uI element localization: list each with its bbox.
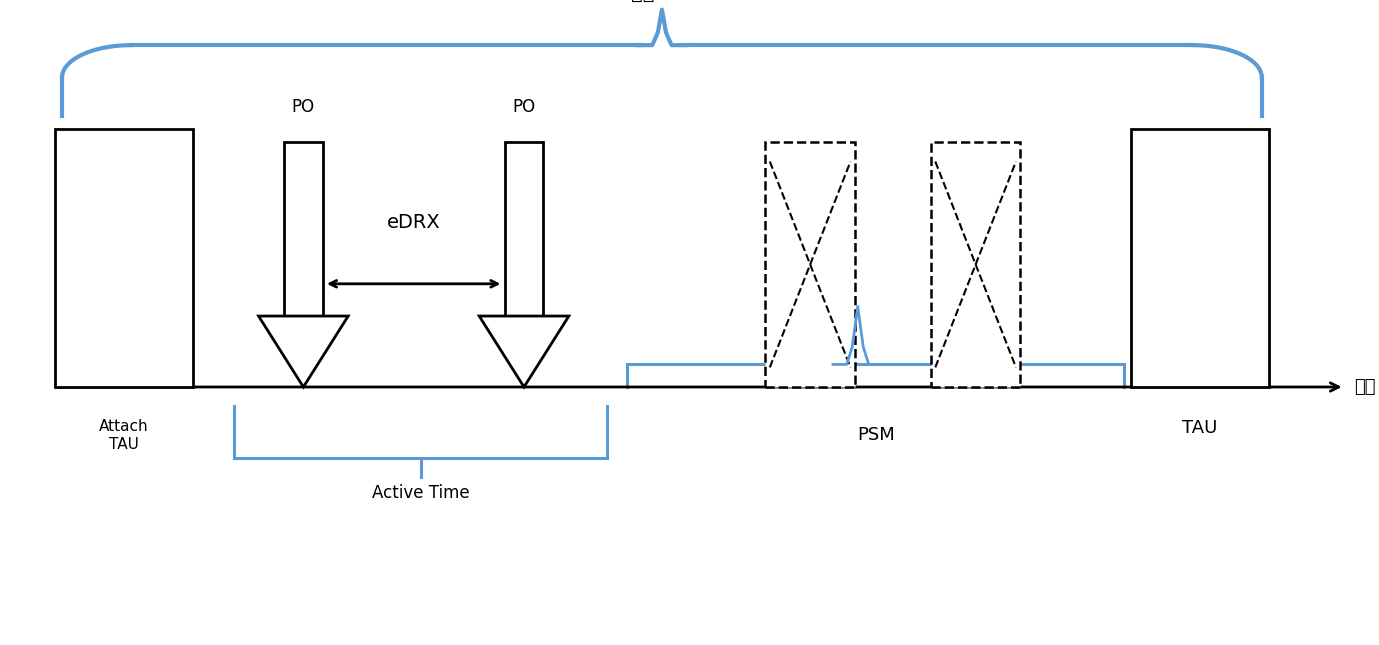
Polygon shape: [284, 142, 323, 316]
Text: Active Time: Active Time: [372, 484, 469, 502]
Bar: [765, 142, 855, 387]
Text: 周期TAU: 周期TAU: [632, 0, 692, 3]
Text: eDRX: eDRX: [387, 213, 440, 232]
Polygon shape: [505, 142, 543, 316]
Text: TAU: TAU: [1182, 419, 1218, 437]
Bar: [1131, 129, 1269, 387]
Bar: [55, 129, 193, 387]
Polygon shape: [480, 316, 568, 387]
Text: PO: PO: [513, 98, 535, 116]
Polygon shape: [259, 316, 348, 387]
Bar: [931, 142, 1020, 387]
Text: PSM: PSM: [856, 426, 895, 444]
Text: Attach
TAU: Attach TAU: [99, 419, 149, 451]
Text: PO: PO: [292, 98, 314, 116]
Text: 时间: 时间: [1354, 378, 1376, 396]
